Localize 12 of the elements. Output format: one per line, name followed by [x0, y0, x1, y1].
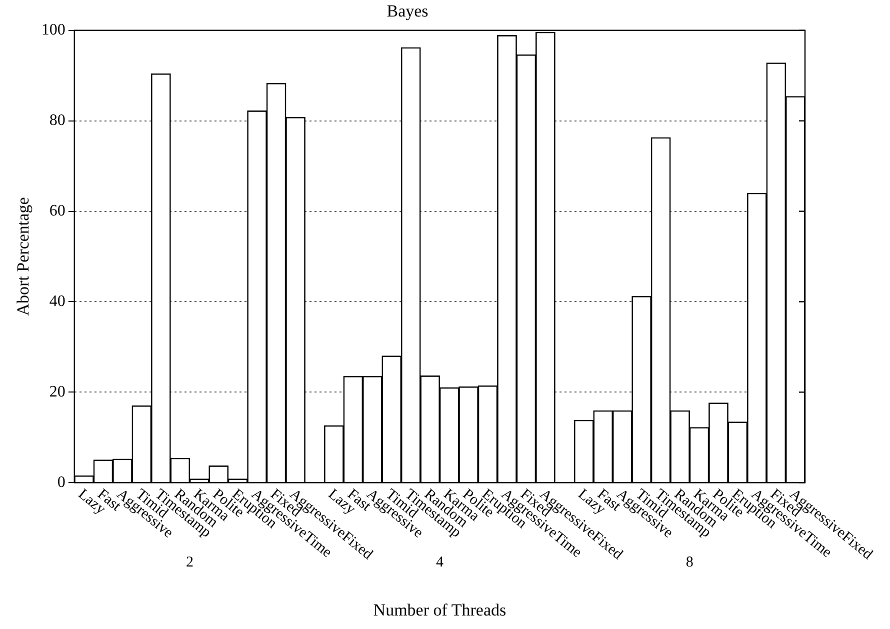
- chart-title: Bayes: [386, 2, 428, 21]
- y-tick-label: 80: [49, 112, 66, 130]
- text: 2: [186, 554, 194, 571]
- y-tick-label: 20: [49, 383, 66, 400]
- y-tick-label: 40: [49, 292, 66, 310]
- y-tick-label: 100: [41, 22, 66, 39]
- y-axis-title: Abort Percentage: [14, 197, 33, 316]
- text: 4: [436, 554, 444, 571]
- y-tick-label: 0: [57, 474, 66, 491]
- text: 8: [686, 554, 694, 571]
- y-tick-label: 60: [49, 202, 66, 220]
- x-axis-title: Number of Threads: [373, 600, 506, 620]
